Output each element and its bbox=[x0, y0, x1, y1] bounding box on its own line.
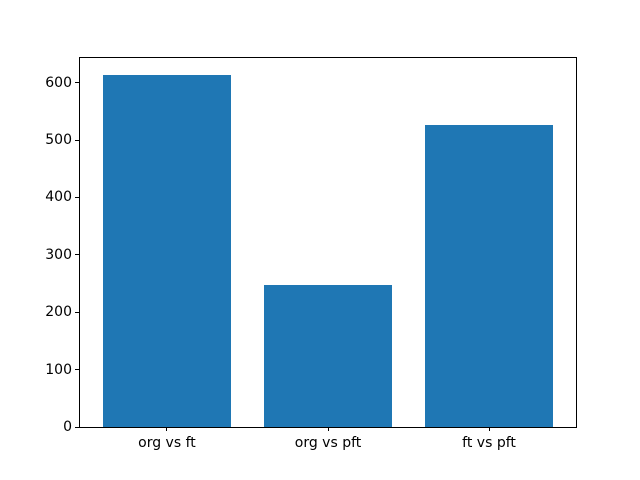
y-tick-mark bbox=[75, 139, 79, 141]
x-tick-label: org vs pft bbox=[294, 435, 362, 451]
y-tick-mark bbox=[75, 426, 79, 428]
bar-org-vs-ft bbox=[102, 74, 232, 427]
x-tick-mark bbox=[327, 427, 329, 431]
x-tick-mark bbox=[488, 427, 490, 431]
y-tick-mark bbox=[75, 369, 79, 371]
x-tick-label: ft vs pft bbox=[462, 435, 516, 451]
bar-ft-vs-pft bbox=[424, 124, 554, 427]
bar-org-vs-pft bbox=[263, 284, 393, 427]
y-tick-label: 600 bbox=[45, 74, 72, 91]
y-tick-mark bbox=[75, 196, 79, 198]
y-tick-mark bbox=[75, 311, 79, 313]
y-tick-label: 500 bbox=[45, 132, 72, 149]
x-tick-mark bbox=[166, 427, 168, 431]
y-tick-label: 100 bbox=[45, 361, 72, 378]
x-tick-label: org vs ft bbox=[138, 435, 196, 451]
y-tick-label: 400 bbox=[45, 189, 72, 206]
plot-area: 0 100 200 300 400 500 600 org vs ft org vs pft f… bbox=[45, 57, 577, 451]
y-tick-mark bbox=[75, 82, 79, 84]
y-tick-label: 200 bbox=[45, 304, 72, 321]
y-tick-label: 300 bbox=[45, 246, 72, 263]
y-tick-label: 0 bbox=[63, 419, 72, 435]
y-tick-mark bbox=[75, 254, 79, 256]
